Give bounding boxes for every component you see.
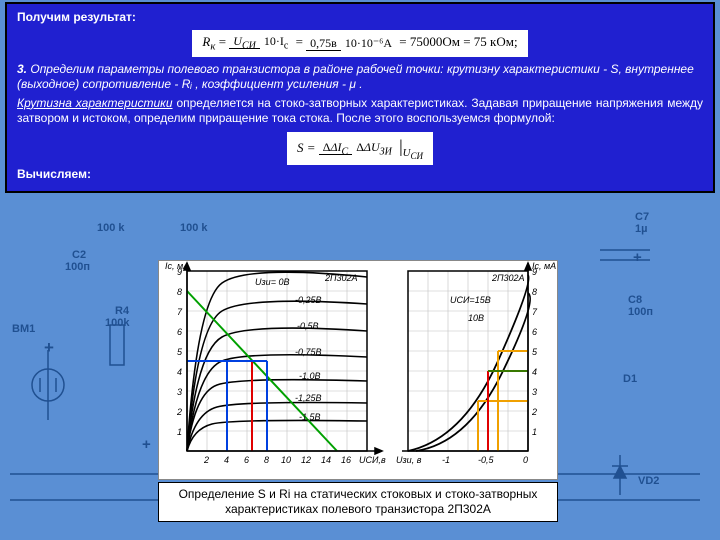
formula-s: S = ΔΔIСΔΔUЗИ |UСИ <box>287 132 433 165</box>
svg-text:6: 6 <box>177 327 182 337</box>
svg-text:8: 8 <box>264 455 269 465</box>
svg-text:10В: 10В <box>468 313 484 323</box>
svg-text:-0,75В: -0,75В <box>295 347 322 357</box>
svg-text:2: 2 <box>176 407 182 417</box>
svg-text:8: 8 <box>532 287 537 297</box>
svg-text:Uзи, в: Uзи, в <box>396 455 422 465</box>
svg-text:2П302А: 2П302А <box>491 273 525 283</box>
svg-text:5: 5 <box>532 347 538 357</box>
formula-rk: Rк = UСИ10·Iс = 0,75в10·10⁻⁶А = 75000Ом … <box>192 30 527 57</box>
svg-text:4: 4 <box>532 367 537 377</box>
svg-text:-1,0В: -1,0В <box>299 371 321 381</box>
chart-panel: Iс, мА 9 8 7 6 5 4 3 2 1 2 4 6 8 10 12 1… <box>158 260 558 480</box>
chart-transfer: Iс, мА 9 8 7 6 5 4 3 2 1 -1 -0,5 0 Uзи, … <box>393 261 557 481</box>
svg-text:4: 4 <box>224 455 229 465</box>
svg-text:-0,5В: -0,5В <box>297 321 319 331</box>
krutizna-text: Крутизна характеристики определяется на … <box>17 96 703 127</box>
chart-output: Iс, мА 9 8 7 6 5 4 3 2 1 2 4 6 8 10 12 1… <box>159 261 393 481</box>
svg-text:3: 3 <box>532 387 537 397</box>
svg-text:10: 10 <box>281 455 291 465</box>
svg-text:Uзи= 0В: Uзи= 0В <box>255 277 289 287</box>
svg-text:16: 16 <box>341 455 351 465</box>
svg-text:-1,5В: -1,5В <box>299 412 321 422</box>
svg-text:-0,25В: -0,25В <box>295 295 322 305</box>
svg-text:8: 8 <box>177 287 182 297</box>
svg-text:2П302А: 2П302А <box>324 273 358 283</box>
svg-text:UСИ,в: UСИ,в <box>359 455 386 465</box>
svg-text:1: 1 <box>177 427 182 437</box>
svg-text:5: 5 <box>177 347 183 357</box>
caption-line1: Определение S и Ri на статических стоков… <box>165 487 551 502</box>
chart-caption: Определение S и Ri на статических стоков… <box>158 482 558 522</box>
svg-text:1: 1 <box>532 427 537 437</box>
result-label: Получим результат: <box>17 10 703 24</box>
svg-text:14: 14 <box>321 455 331 465</box>
svg-text:2: 2 <box>531 407 537 417</box>
caption-line2: характеристиках полевого транзистора 2П3… <box>165 502 551 517</box>
svg-text:6: 6 <box>532 327 537 337</box>
svg-text:6: 6 <box>244 455 249 465</box>
svg-text:-1: -1 <box>442 455 450 465</box>
svg-text:3: 3 <box>177 387 182 397</box>
svg-text:-1,25В: -1,25В <box>295 393 322 403</box>
step3-text: 3. Определим параметры полевого транзист… <box>17 62 703 93</box>
svg-text:12: 12 <box>301 455 311 465</box>
svg-text:2: 2 <box>203 455 209 465</box>
svg-text:0: 0 <box>523 455 528 465</box>
svg-text:4: 4 <box>177 367 182 377</box>
svg-text:-0,5: -0,5 <box>478 455 495 465</box>
svg-text:7: 7 <box>532 307 538 317</box>
svg-text:UСИ=15В: UСИ=15В <box>450 295 491 305</box>
compute-label: Вычисляем: <box>17 167 703 181</box>
svg-text:9: 9 <box>532 267 537 277</box>
instruction-box: Получим результат: Rк = UСИ10·Iс = 0,75в… <box>5 2 715 193</box>
svg-text:9: 9 <box>177 267 182 277</box>
svg-text:7: 7 <box>177 307 183 317</box>
